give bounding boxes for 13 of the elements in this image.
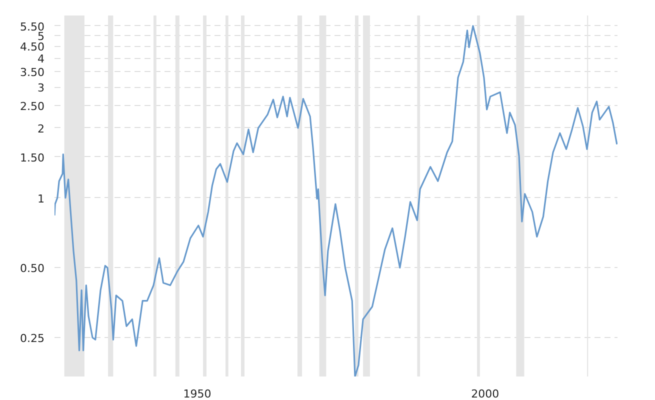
x-tick-label: 2000 bbox=[471, 388, 500, 400]
y-tick-label: 0.25 bbox=[20, 332, 45, 346]
y-tick-label: 4.50 bbox=[20, 40, 45, 54]
x-tick-label: 1950 bbox=[183, 388, 212, 400]
y-tick-label: 1.50 bbox=[20, 151, 45, 164]
y-tick-label: 3 bbox=[38, 82, 44, 95]
y-tick-label: 2 bbox=[38, 122, 44, 136]
line-series bbox=[54, 25, 618, 376]
y-tick-label: 4 bbox=[38, 52, 44, 66]
y-tick-label: 0.50 bbox=[20, 262, 45, 276]
y-tick-label: 1 bbox=[38, 192, 44, 206]
y-tick-label: 2.50 bbox=[20, 100, 45, 113]
y-tick-label: 3.50 bbox=[20, 66, 45, 80]
